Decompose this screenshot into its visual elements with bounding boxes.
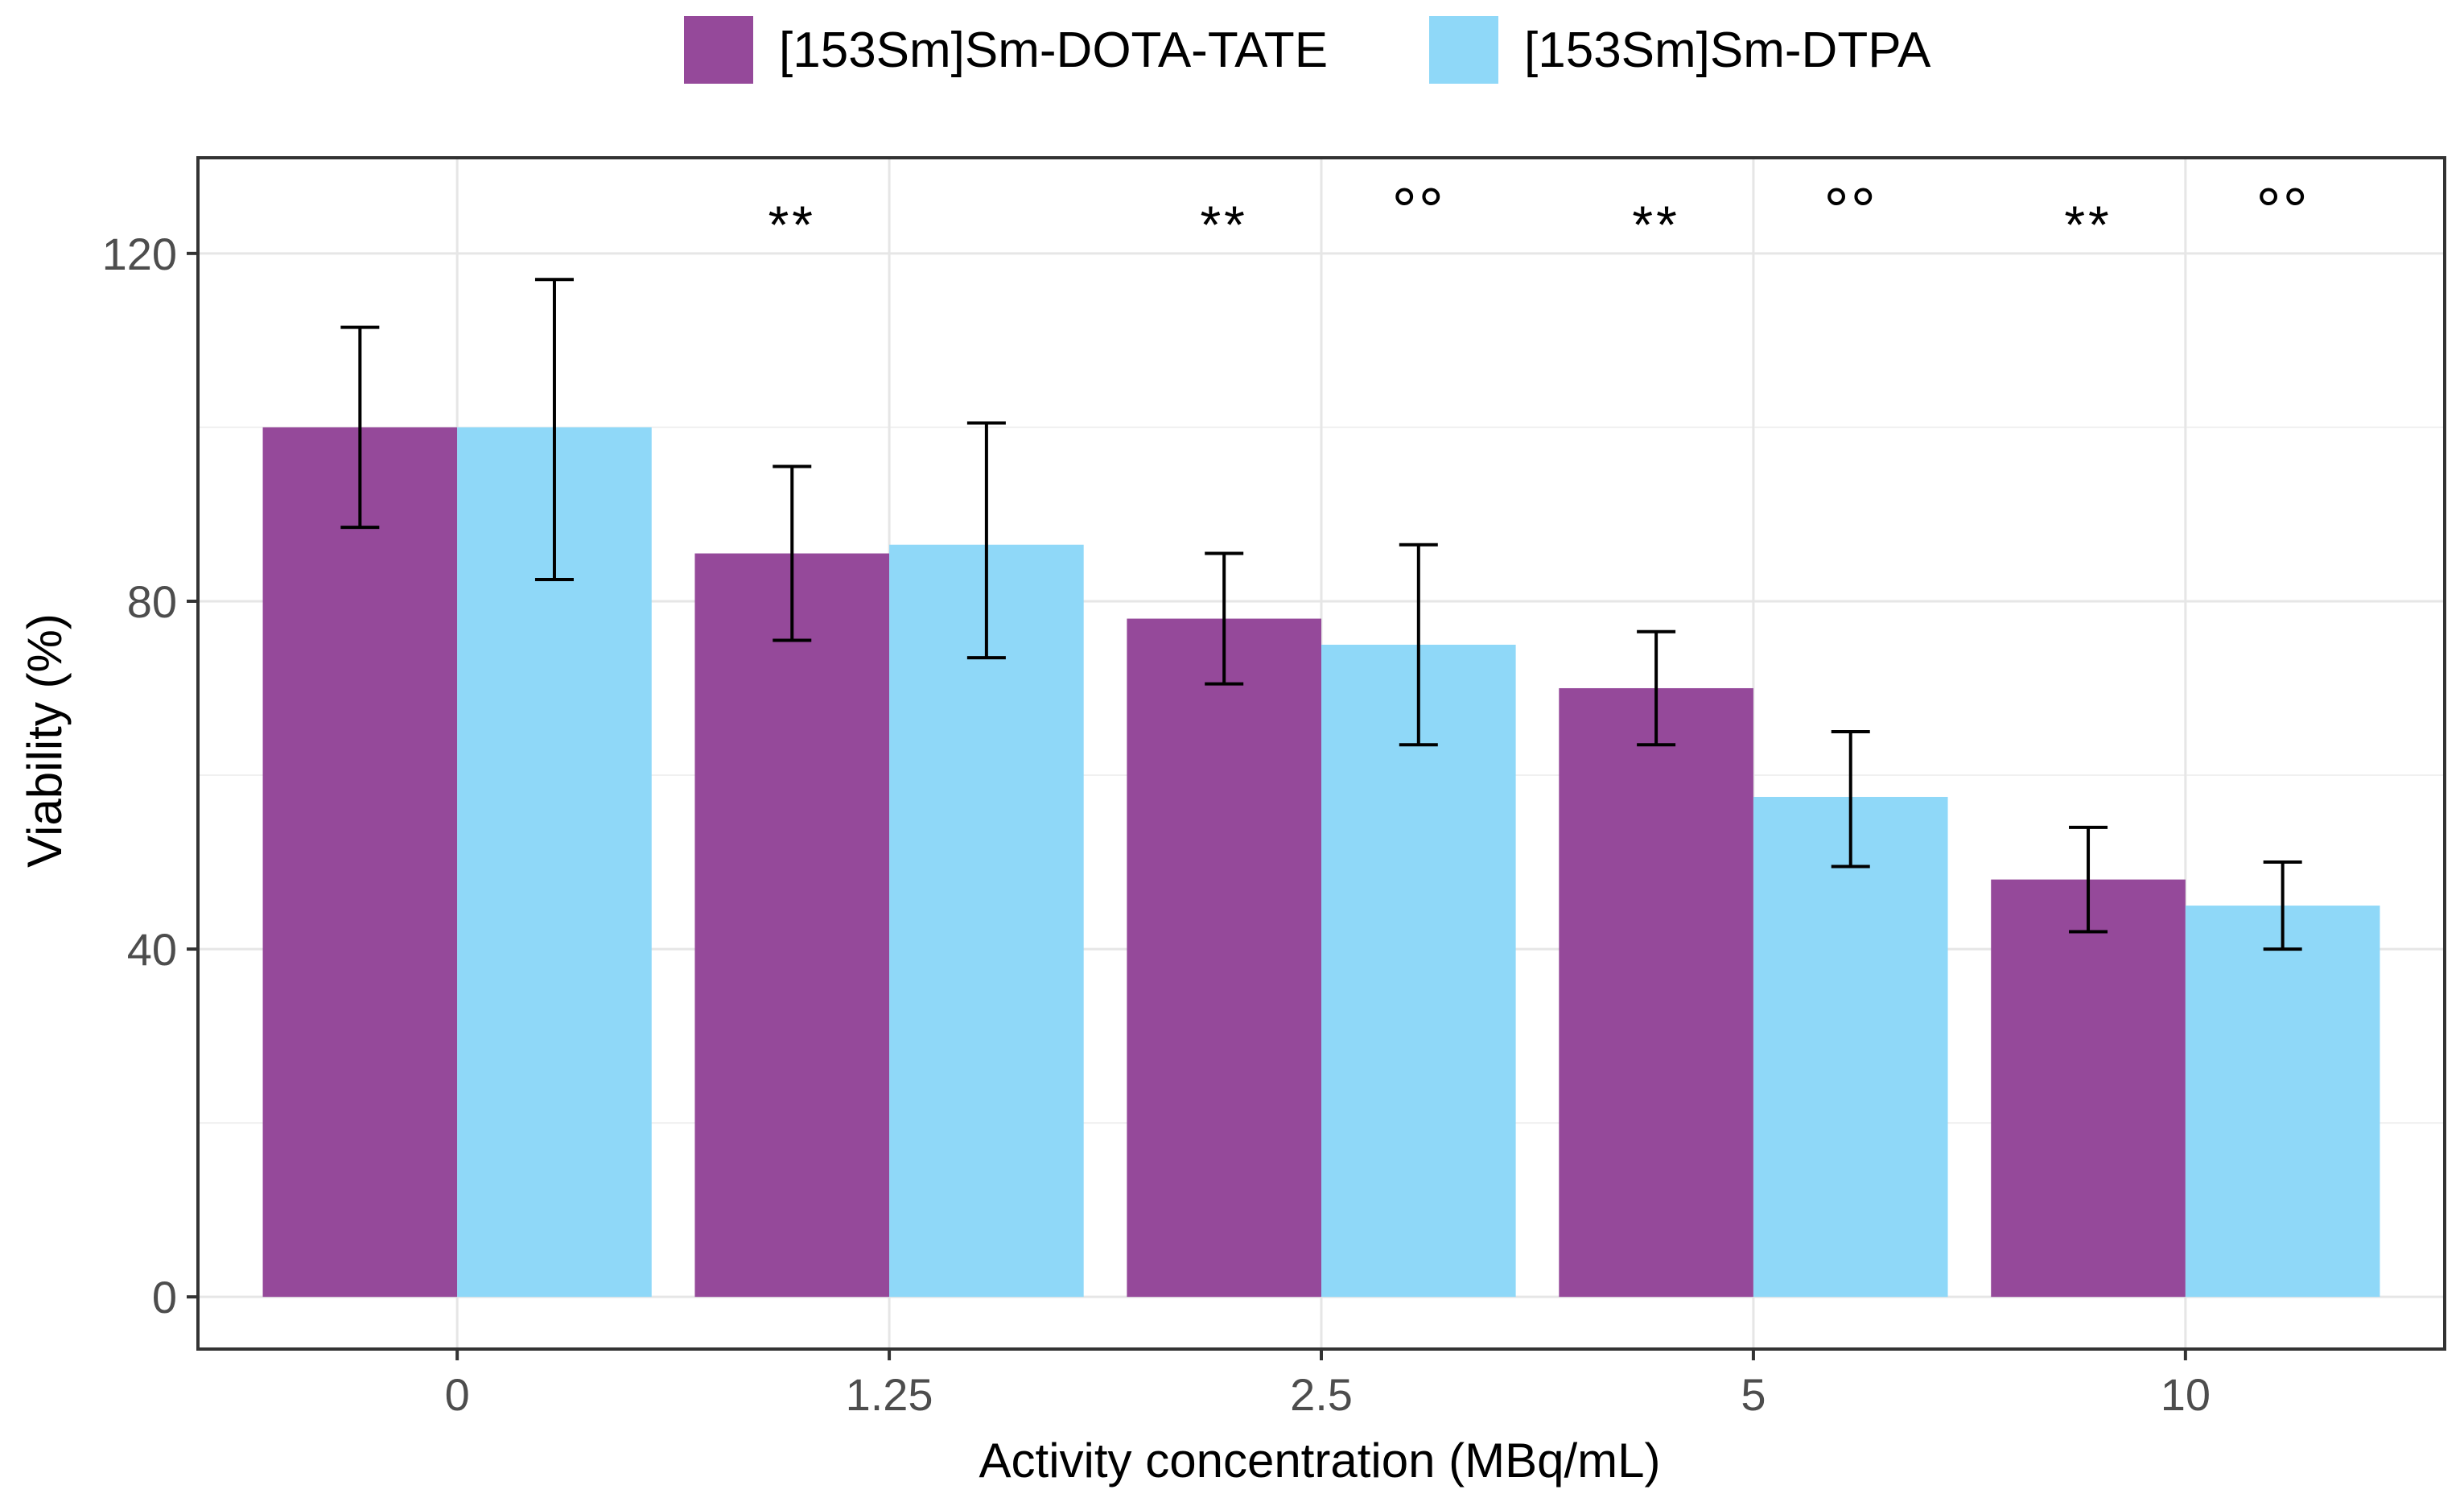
x-tick-label: 10 xyxy=(2161,1369,2211,1420)
error-bar-dota-tate-2 xyxy=(1205,551,1244,686)
error-bar-dota-tate-3 xyxy=(1637,629,1676,747)
significance-marker: °° xyxy=(2256,175,2309,246)
bar-dota-tate-2 xyxy=(1127,618,1321,1298)
error-bar-dota-tate-1 xyxy=(773,464,812,642)
x-axis-label: Activity concentration (MBq/mL) xyxy=(979,1434,1661,1488)
error-bar-dtpa-1 xyxy=(966,421,1006,660)
error-bar-dota-tate-0 xyxy=(340,325,380,530)
x-tick-label: 5 xyxy=(1741,1369,1766,1420)
error-bar-dota-tate-4 xyxy=(2069,825,2108,934)
bar-dtpa-3 xyxy=(1753,797,1948,1298)
y-axis-label: Viability (%) xyxy=(18,613,72,868)
significance-marker: ** xyxy=(1201,195,1248,254)
bar-dtpa-4 xyxy=(2185,906,2380,1298)
bar-dota-tate-1 xyxy=(694,553,890,1298)
error-bar-dtpa-0 xyxy=(534,278,574,581)
legend-label: [153Sm]Sm-DTPA xyxy=(1524,23,1931,78)
legend-label: [153Sm]Sm-DOTA-TATE xyxy=(779,23,1328,78)
y-tick-label: 40 xyxy=(127,924,177,975)
error-bar-dtpa-3 xyxy=(1831,729,1870,869)
bar-dota-tate-4 xyxy=(1991,879,2186,1298)
legend-item-dtpa: [153Sm]Sm-DTPA xyxy=(1429,16,1931,84)
legend-swatch xyxy=(1429,16,1498,84)
bar-dota-tate-0 xyxy=(262,427,458,1298)
bar-dtpa-1 xyxy=(889,544,1084,1298)
y-tick-label: 0 xyxy=(152,1272,177,1323)
significance-marker: °° xyxy=(1392,175,1445,246)
significance-marker: ** xyxy=(2064,195,2112,254)
plot-area: ** ** ** ** °° °° °° 0 40 80 120 0 1.25 2.5 5 10 xyxy=(102,156,2446,1420)
bar-dota-tate-3 xyxy=(1559,687,1753,1298)
legend: [153Sm]Sm-DOTA-TATE [153Sm]Sm-DTPA xyxy=(684,16,1931,84)
error-bar-dtpa-4 xyxy=(2263,860,2302,951)
significance-marker: ** xyxy=(768,195,816,254)
significance-marker: °° xyxy=(1824,175,1877,246)
legend-swatch xyxy=(684,16,753,84)
bar-dtpa-2 xyxy=(1321,644,1516,1298)
y-tick-label: 120 xyxy=(102,229,177,279)
legend-item-dota-tate: [153Sm]Sm-DOTA-TATE xyxy=(684,16,1328,84)
x-tick-label: 0 xyxy=(445,1369,470,1420)
significance-marker: ** xyxy=(1632,195,1679,254)
x-tick-label: 2.5 xyxy=(1290,1369,1353,1420)
error-bar-dtpa-2 xyxy=(1399,543,1438,747)
x-tick-label: 1.25 xyxy=(846,1369,933,1420)
y-tick-label: 80 xyxy=(127,576,177,627)
